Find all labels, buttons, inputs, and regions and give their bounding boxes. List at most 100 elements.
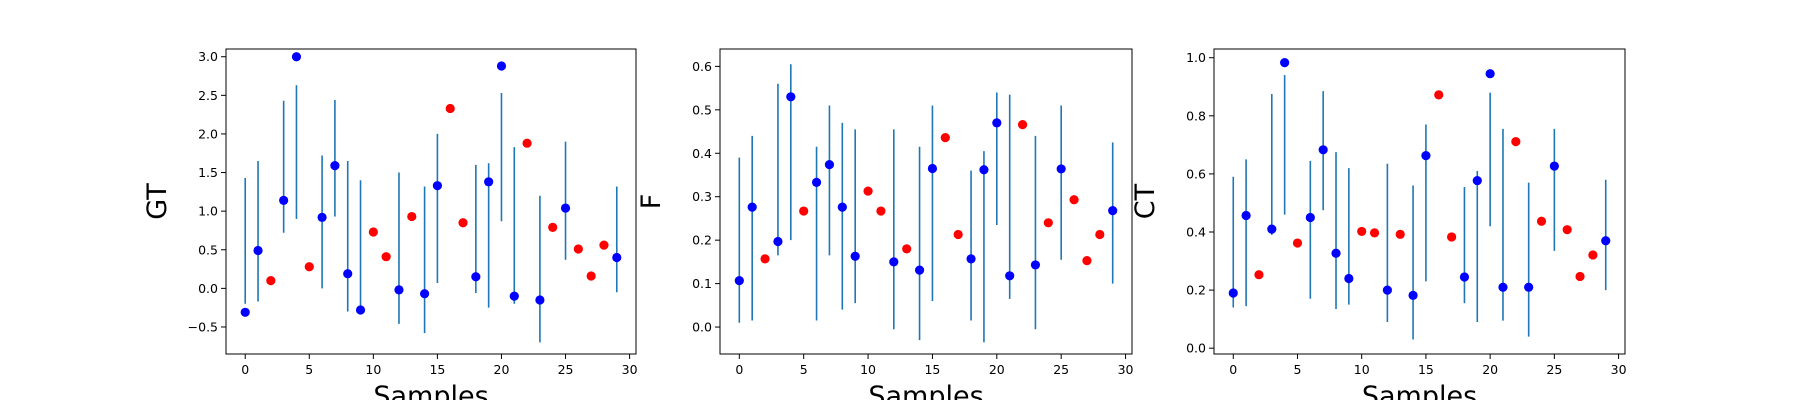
data-point-blue xyxy=(1549,161,1559,171)
data-point-blue xyxy=(1318,145,1328,155)
data-point-red xyxy=(407,211,417,222)
axes-frame xyxy=(719,48,1133,355)
chart-panel-ct: 0 5 10 15 20 25 30 0.0 0.2 0.4 0.6 0.8 1.0 CT Samples xyxy=(1130,48,1627,405)
data-point-blue xyxy=(850,251,860,261)
data-point-blue xyxy=(509,291,519,301)
y-tick-label: −0.5 xyxy=(188,319,218,334)
data-point-blue xyxy=(1344,273,1354,284)
data-point-blue xyxy=(927,163,938,174)
axes-frame xyxy=(225,48,637,355)
data-point-red xyxy=(1562,225,1572,235)
data-point-red xyxy=(940,133,950,143)
data-point-red xyxy=(573,244,583,254)
y-axis-label: F xyxy=(636,194,667,210)
data-point-blue xyxy=(291,52,302,62)
data-point-red xyxy=(1588,250,1598,260)
data-point-blue xyxy=(1267,224,1277,234)
data-point-red xyxy=(1254,270,1264,280)
y-tick-label: 0.4 xyxy=(1186,225,1206,240)
x-tick-label: 20 xyxy=(494,362,510,377)
data-point-blue xyxy=(837,202,847,212)
x-tick-label: 25 xyxy=(1053,362,1069,377)
y-tick-label: 0.6 xyxy=(692,59,712,74)
y-tick-label: 0.2 xyxy=(1186,283,1206,298)
y-tick-label: 1.5 xyxy=(198,165,218,180)
y-tick-label: 0.0 xyxy=(692,320,712,335)
data-point-red xyxy=(266,276,276,286)
x-tick-label: 15 xyxy=(924,362,940,377)
data-point-blue xyxy=(914,265,925,275)
data-point-red xyxy=(1357,226,1367,237)
data-point-blue xyxy=(343,269,353,279)
x-tick-label: 0 xyxy=(735,362,743,377)
x-tick-label: 25 xyxy=(1546,362,1562,377)
y-tick-label: 2.5 xyxy=(198,88,218,103)
data-point-blue xyxy=(824,159,835,170)
x-axis-label: Samples xyxy=(1362,381,1477,400)
data-point-blue xyxy=(484,177,494,187)
x-tick-label: 5 xyxy=(305,362,313,377)
data-point-blue xyxy=(1421,151,1431,161)
data-point-blue xyxy=(253,245,263,256)
y-tick-label: 1.0 xyxy=(1186,50,1206,65)
data-point-blue xyxy=(747,202,757,212)
x-tick-label: 10 xyxy=(365,362,381,377)
data-point-blue xyxy=(786,92,796,102)
data-point-red xyxy=(548,222,558,232)
x-tick-label: 15 xyxy=(429,362,445,377)
data-point-blue xyxy=(1228,288,1238,298)
data-point-blue xyxy=(240,307,250,317)
data-point-blue xyxy=(419,289,430,299)
data-point-red xyxy=(368,227,378,237)
data-point-red xyxy=(1292,238,1303,248)
data-point-red xyxy=(902,244,912,254)
data-point-blue xyxy=(1305,212,1315,223)
data-point-blue xyxy=(1601,236,1611,246)
x-tick-label: 0 xyxy=(241,362,249,377)
data-point-blue xyxy=(1241,210,1251,221)
data-point-blue xyxy=(330,160,340,171)
data-point-blue xyxy=(1485,69,1495,79)
data-point-blue xyxy=(979,165,989,175)
y-tick-label: 0.2 xyxy=(692,233,712,248)
data-point-red xyxy=(1082,255,1092,266)
data-point-red xyxy=(863,186,873,196)
data-point-red xyxy=(1069,195,1079,205)
data-point-red xyxy=(1043,218,1053,228)
y-tick-label: 0.5 xyxy=(198,242,218,257)
data-point-blue xyxy=(1459,272,1470,282)
y-tick-label: 0.3 xyxy=(692,189,712,204)
data-point-red xyxy=(1095,229,1105,240)
data-point-blue xyxy=(1498,282,1508,292)
x-tick-label: 0 xyxy=(1229,362,1237,377)
data-point-blue xyxy=(1331,248,1341,258)
data-point-blue xyxy=(1108,206,1118,216)
data-point-blue xyxy=(496,61,507,71)
x-tick-label: 10 xyxy=(860,362,876,377)
x-tick-label: 5 xyxy=(1294,362,1302,377)
data-point-blue xyxy=(773,236,783,247)
data-point-red xyxy=(1369,228,1380,238)
x-axis-label: Samples xyxy=(373,381,488,400)
data-point-blue xyxy=(535,295,545,305)
y-tick-label: 0.0 xyxy=(1186,341,1206,356)
data-point-red xyxy=(1434,90,1444,100)
y-axis-label: CT xyxy=(1130,183,1161,219)
y-tick-label: 0.1 xyxy=(692,276,712,291)
y-tick-label: 1.0 xyxy=(198,204,218,219)
data-point-blue xyxy=(966,254,976,264)
data-point-blue xyxy=(1280,58,1290,68)
y-tick-label: 0.5 xyxy=(692,102,712,117)
data-point-blue xyxy=(1056,164,1066,174)
data-point-blue xyxy=(279,195,289,205)
y-tick-label: 2.0 xyxy=(198,126,218,141)
data-point-blue xyxy=(992,118,1002,128)
data-point-blue xyxy=(1524,282,1534,292)
x-tick-label: 5 xyxy=(800,362,808,377)
x-tick-label: 30 xyxy=(622,362,638,377)
data-point-red xyxy=(1575,271,1585,282)
data-point-red xyxy=(1017,119,1028,130)
axes-frame xyxy=(1213,48,1626,355)
